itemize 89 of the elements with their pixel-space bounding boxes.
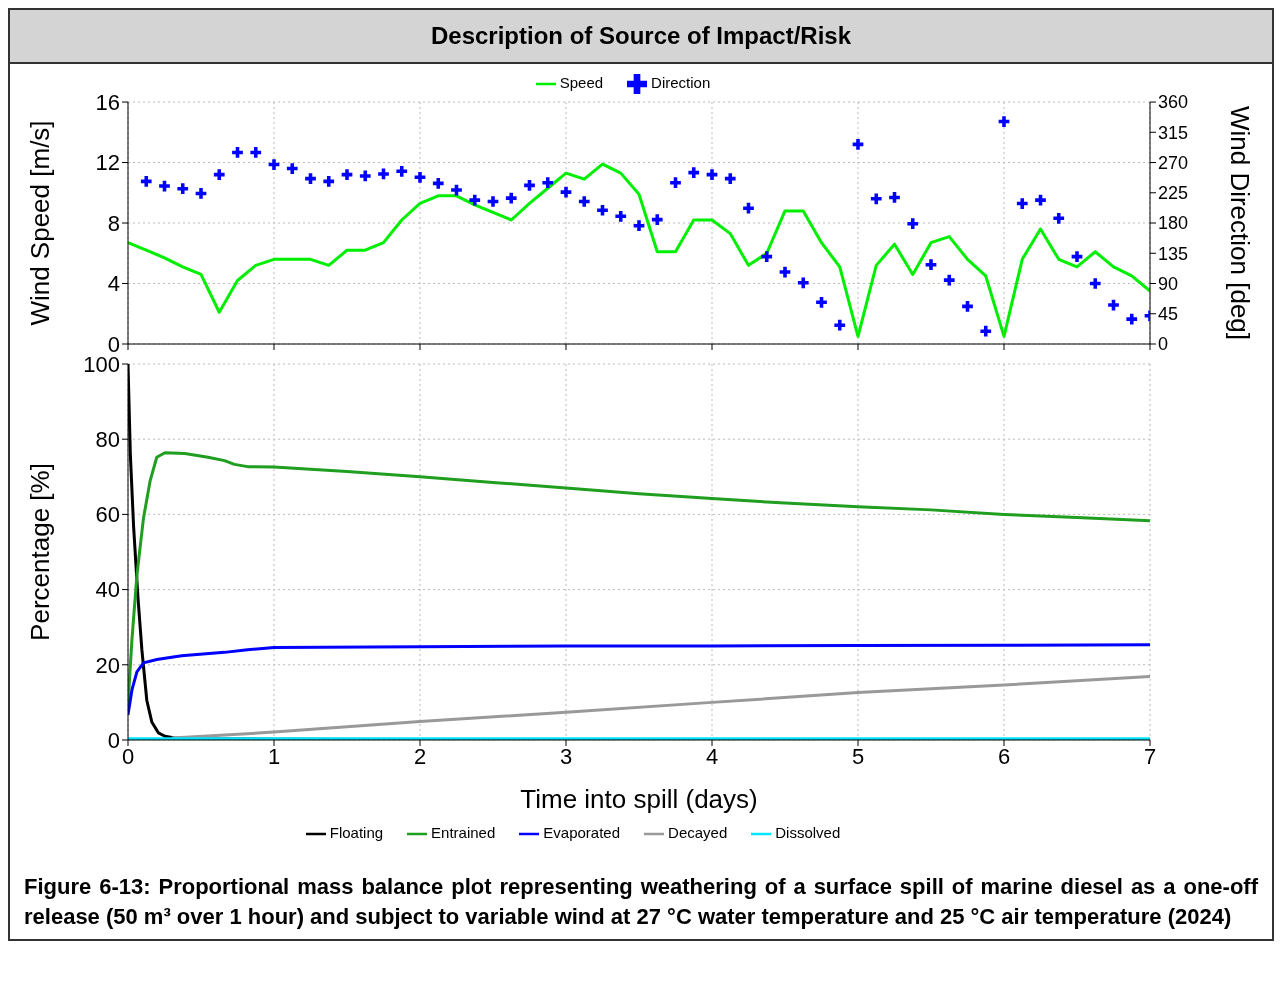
point — [341, 169, 353, 180]
y2-tick-label: 270 — [1158, 152, 1189, 173]
point — [359, 170, 371, 182]
point — [724, 173, 736, 185]
line-series — [128, 643, 1150, 717]
caption: Figure 6-13: Proportional mass balance plot representing weathering of a surface spill of marine diesel as a one-off release (50 m³ over 1 hour) and subject to variable wind at 27 °C water temperature and 25 °C air temperature (2024) — [24, 873, 1258, 931]
point — [578, 196, 590, 207]
point — [250, 147, 262, 158]
legend-label: Direction — [651, 74, 711, 91]
point — [268, 159, 280, 170]
y2-axis-title: Wind Direction [deg] — [1224, 105, 1255, 341]
point — [852, 139, 864, 150]
point — [451, 184, 462, 196]
point — [213, 169, 225, 180]
y-tick-label: 80 — [95, 427, 120, 452]
y2-tick-label: 315 — [1158, 122, 1189, 143]
y-tick-label: 12 — [95, 150, 120, 176]
x-tick-label: 2 — [413, 743, 427, 769]
x-tick-label: 7 — [1143, 743, 1157, 769]
point — [542, 177, 554, 189]
point — [1126, 313, 1138, 325]
point — [1089, 278, 1101, 289]
x-tick-label: 6 — [997, 743, 1011, 769]
legend-label: Decayed — [668, 823, 728, 841]
point — [378, 168, 389, 180]
point — [633, 220, 645, 232]
legend-label: Dissolved — [775, 823, 841, 841]
chart-title: Description of Source of Impact/Risk — [10, 10, 1272, 64]
point — [925, 259, 937, 271]
y-tick-label: 20 — [95, 652, 120, 678]
point — [797, 277, 809, 289]
point — [286, 163, 298, 174]
point — [1016, 198, 1028, 209]
point — [943, 274, 955, 286]
point — [487, 196, 499, 207]
point — [706, 169, 718, 180]
point — [870, 193, 882, 205]
point — [980, 325, 992, 337]
point — [761, 251, 773, 262]
point — [140, 175, 152, 187]
y-tick-label: 0 — [107, 727, 120, 753]
point — [1108, 299, 1119, 311]
point — [615, 210, 627, 222]
point — [469, 194, 481, 206]
x-tick-label: 4 — [705, 743, 719, 769]
point — [1053, 212, 1065, 224]
point — [651, 214, 663, 226]
point — [907, 218, 919, 230]
y-tick-label: 4 — [107, 271, 120, 297]
point — [195, 188, 207, 199]
y-tick-label: 8 — [107, 210, 120, 236]
y-tick-label: 16 — [95, 89, 120, 115]
point — [396, 165, 408, 177]
point — [323, 175, 335, 187]
point — [779, 266, 791, 278]
legend-label: Entrained — [431, 823, 496, 841]
x-axis-title: Time into spill (days) — [520, 783, 758, 814]
y2-tick-label: 360 — [1158, 92, 1189, 113]
point — [177, 183, 189, 195]
x-tick-label: 5 — [851, 743, 865, 769]
y-tick-label: 40 — [95, 577, 120, 603]
point — [998, 116, 1010, 127]
line-series — [128, 162, 1150, 338]
point — [414, 171, 426, 183]
x-tick-label: 3 — [559, 743, 573, 769]
point — [560, 186, 572, 198]
y2-tick-label: 45 — [1158, 304, 1179, 325]
legend-label: Speed — [559, 74, 604, 91]
point — [597, 204, 608, 216]
point — [159, 180, 170, 192]
y2-tick-label: 225 — [1158, 183, 1189, 204]
y2-tick-label: 0 — [1158, 334, 1169, 355]
y-tick-label: 60 — [95, 502, 120, 528]
point — [505, 192, 517, 204]
legend-label: Evaporated — [543, 823, 621, 841]
y2-tick-label: 90 — [1158, 273, 1179, 294]
point — [1071, 251, 1083, 262]
point — [1035, 194, 1046, 206]
y2-tick-label: 180 — [1158, 213, 1189, 234]
y-axis-title: Percentage [%] — [25, 463, 56, 641]
legend-label: Floating — [329, 823, 384, 841]
point — [834, 319, 846, 331]
point — [688, 167, 700, 178]
y2-tick-label: 135 — [1158, 243, 1189, 264]
y-axis-title: Wind Speed [m/s] — [25, 120, 56, 326]
line-series — [170, 674, 1150, 740]
point — [432, 177, 444, 189]
x-tick-label: 1 — [267, 743, 281, 769]
point — [743, 202, 754, 214]
